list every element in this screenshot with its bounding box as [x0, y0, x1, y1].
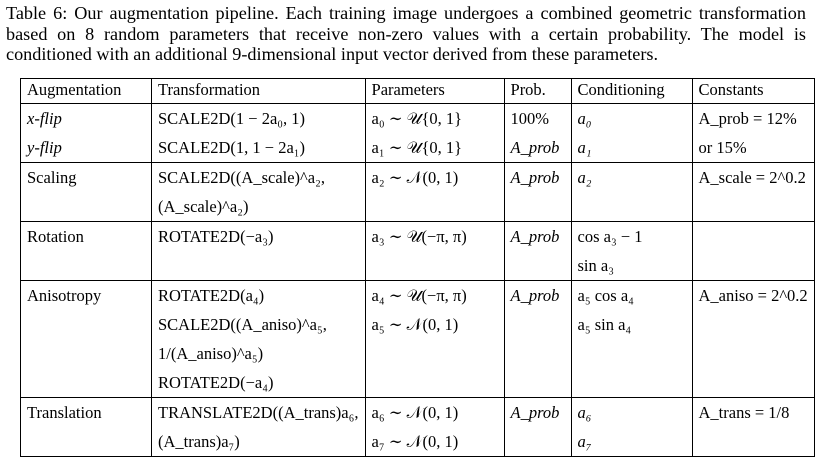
table-caption: Table 6: Our augmentation pipeline. Each… — [6, 3, 806, 65]
header-constants: Constants — [691, 78, 815, 104]
cell-parameters: a₅ ∼ 𝒩(0, 1) — [364, 310, 505, 339]
cell-augmentation: Scaling — [20, 162, 152, 192]
cell-prob: 100% — [503, 103, 572, 133]
cell-transformation: ROTATE2D(a₄) — [151, 280, 366, 310]
table-row: Anisotropy ROTATE2D(a₄) a₄ ∼ 𝒰(−π, π) A_… — [20, 280, 815, 310]
table-row: ROTATE2D(−a₄) — [20, 368, 815, 398]
cell-transformation: SCALE2D(1 − 2a₀, 1) — [151, 103, 366, 133]
cell-conditioning: a₅ sin a₄ — [570, 310, 693, 339]
cell-prob: A_prob — [503, 280, 572, 310]
cell-transformation: ROTATE2D(−a₄) — [151, 368, 366, 398]
cell-parameters: a₆ ∼ 𝒩(0, 1) — [364, 397, 505, 427]
table-row: Translation TRANSLATE2D((A_trans)a₆, a₆ … — [20, 397, 815, 427]
table-row: y-flip SCALE2D(1, 1 − 2a₁) a₁ ∼ 𝒰{0, 1} … — [20, 133, 815, 163]
cell-transformation: (A_trans)a₇) — [151, 427, 366, 457]
cell-conditioning: cos a₃ − 1 — [570, 221, 693, 251]
cell-prob: A_prob — [503, 133, 572, 163]
table-row: sin a₃ — [20, 251, 815, 281]
header-conditioning: Conditioning — [570, 78, 693, 104]
cell-prob: A_prob — [503, 221, 572, 251]
cell-augmentation: Translation — [20, 397, 152, 427]
cell-transformation: SCALE2D((A_aniso)^a₅, — [151, 310, 366, 339]
header-prob: Prob. — [503, 78, 572, 104]
cell-augmentation: y-flip — [20, 133, 152, 163]
cell-parameters: a₄ ∼ 𝒰(−π, π) — [364, 280, 505, 310]
table-row: (A_scale)^a₂) — [20, 192, 815, 222]
header-transformation: Transformation — [151, 78, 366, 104]
cell-parameters: a₁ ∼ 𝒰{0, 1} — [364, 133, 505, 163]
cell-augmentation: Anisotropy — [20, 280, 152, 310]
table-row: (A_trans)a₇) a₇ ∼ 𝒩(0, 1) a₇ — [20, 427, 815, 457]
cell-transformation: SCALE2D((A_scale)^a₂, — [151, 162, 366, 192]
header-parameters: Parameters — [364, 78, 505, 104]
cell-constants: A_aniso = 2^0.2 — [691, 280, 815, 310]
table-row: x-flip SCALE2D(1 − 2a₀, 1) a₀ ∼ 𝒰{0, 1} … — [20, 103, 815, 133]
cell-prob: A_prob — [503, 397, 572, 427]
cell-constants: or 15% — [691, 133, 815, 163]
cell-conditioning: a₇ — [570, 427, 693, 457]
table-row: SCALE2D((A_aniso)^a₅, a₅ ∼ 𝒩(0, 1) a₅ si… — [20, 310, 815, 339]
cell-parameters: a₂ ∼ 𝒩(0, 1) — [364, 162, 505, 192]
cell-conditioning: a₀ — [570, 103, 693, 133]
cell-transformation: 1/(A_aniso)^a₅) — [151, 339, 366, 368]
cell-conditioning: a₁ — [570, 133, 693, 163]
cell-conditioning: a₂ — [570, 162, 693, 192]
cell-parameters: a₇ ∼ 𝒩(0, 1) — [364, 427, 505, 457]
header-augmentation: Augmentation — [20, 78, 152, 104]
cell-transformation: TRANSLATE2D((A_trans)a₆, — [151, 397, 366, 427]
augmentation-table: Augmentation Transformation Parameters P… — [20, 78, 815, 457]
cell-prob: A_prob — [503, 162, 572, 192]
table-row: Rotation ROTATE2D(−a₃) a₃ ∼ 𝒰(−π, π) A_p… — [20, 221, 815, 251]
cell-parameters: a₀ ∼ 𝒰{0, 1} — [364, 103, 505, 133]
cell-constants: A_trans = 1/8 — [691, 397, 815, 427]
cell-constants: A_scale = 2^0.2 — [691, 162, 815, 192]
cell-parameters: a₃ ∼ 𝒰(−π, π) — [364, 221, 505, 251]
cell-conditioning: sin a₃ — [570, 251, 693, 281]
cell-conditioning: a₆ — [570, 397, 693, 427]
table-header-row: Augmentation Transformation Parameters P… — [20, 78, 815, 104]
cell-constants: A_prob = 12% — [691, 103, 815, 133]
cell-transformation: (A_scale)^a₂) — [151, 192, 366, 222]
cell-augmentation: x-flip — [20, 103, 152, 133]
cell-transformation: SCALE2D(1, 1 − 2a₁) — [151, 133, 366, 163]
cell-conditioning: a₅ cos a₄ — [570, 280, 693, 310]
cell-transformation: ROTATE2D(−a₃) — [151, 221, 366, 251]
table-row: 1/(A_aniso)^a₅) — [20, 339, 815, 368]
table-row: Scaling SCALE2D((A_scale)^a₂, a₂ ∼ 𝒩(0, … — [20, 162, 815, 192]
cell-augmentation: Rotation — [20, 221, 152, 251]
